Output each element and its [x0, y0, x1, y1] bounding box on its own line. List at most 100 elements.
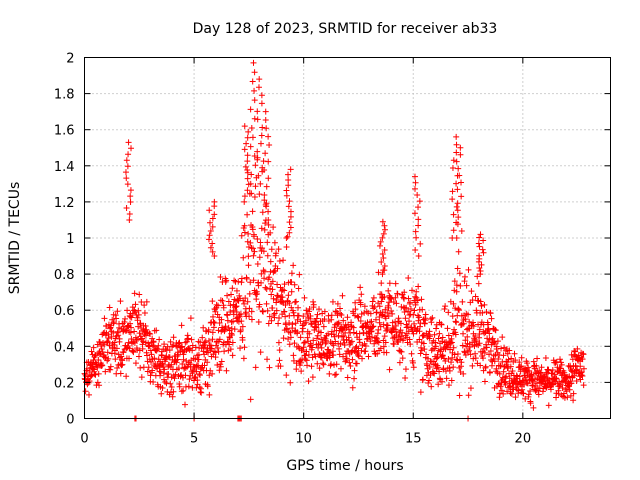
- data-point: [477, 362, 484, 369]
- data-point: [375, 269, 382, 276]
- data-point: [390, 299, 397, 306]
- data-point: [549, 367, 556, 374]
- data-point: [317, 329, 324, 336]
- data-point: [481, 349, 488, 356]
- data-point: [86, 391, 93, 398]
- data-point: [352, 299, 359, 306]
- y-tick-label: 1.2: [54, 196, 75, 211]
- data-point: [244, 187, 251, 194]
- data-point: [248, 171, 255, 178]
- data-point: [98, 346, 105, 353]
- data-point: [255, 84, 262, 91]
- data-point: [563, 388, 570, 395]
- data-point: [380, 230, 387, 237]
- data-point: [279, 286, 286, 293]
- data-point: [486, 368, 493, 375]
- data-point: [257, 239, 264, 246]
- data-point: [495, 356, 502, 363]
- data-point: [260, 267, 267, 274]
- data-point: [455, 214, 462, 221]
- data-point: [124, 307, 131, 314]
- data-point: [351, 312, 358, 319]
- data-point: [259, 308, 266, 315]
- data-point: [418, 347, 425, 354]
- data-point: [525, 391, 532, 398]
- data-point: [229, 285, 236, 292]
- data-point: [516, 359, 523, 366]
- data-point: [481, 330, 488, 337]
- data-point: [421, 320, 428, 327]
- axis-ticks: 00.20.40.60.811.21.41.61.820 5 10 15 20: [54, 52, 611, 447]
- data-point: [198, 345, 205, 352]
- data-point: [290, 262, 297, 269]
- data-point: [127, 187, 134, 194]
- data-point: [255, 319, 262, 326]
- data-point: [297, 359, 304, 366]
- data-point: [261, 191, 268, 198]
- data-point: [371, 304, 378, 311]
- data-point: [570, 397, 577, 404]
- data-point: [201, 362, 208, 369]
- data-point: [413, 234, 420, 241]
- data-point: [262, 284, 269, 291]
- data-point: [502, 374, 509, 381]
- data-point: [270, 295, 277, 302]
- data-point: [259, 209, 266, 216]
- data-point: [321, 316, 328, 323]
- data-point: [262, 116, 269, 123]
- data-point: [460, 370, 467, 377]
- data-point: [221, 348, 228, 355]
- data-point: [508, 355, 515, 362]
- data-point: [126, 216, 133, 223]
- data-point: [380, 343, 387, 350]
- data-point: [484, 335, 491, 342]
- data-point: [422, 311, 429, 318]
- data-point: [200, 348, 207, 355]
- data-point: [89, 360, 96, 367]
- data-point: [313, 315, 320, 322]
- data-point: [258, 92, 265, 99]
- data-point: [241, 123, 248, 130]
- data-point: [108, 333, 115, 340]
- data-point: [254, 108, 261, 115]
- data-point: [450, 211, 457, 218]
- data-point: [286, 229, 293, 236]
- data-point: [376, 242, 383, 249]
- data-point: [145, 364, 152, 371]
- data-point: [577, 376, 584, 383]
- data-point: [245, 128, 252, 135]
- data-point: [288, 279, 295, 286]
- data-point: [320, 361, 327, 368]
- data-point: [439, 378, 446, 385]
- data-point: [288, 288, 295, 295]
- data-point: [356, 339, 363, 346]
- data-point: [574, 366, 581, 373]
- data-point: [277, 363, 284, 370]
- data-point: [451, 278, 458, 285]
- data-point: [381, 246, 388, 253]
- data-point: [362, 348, 369, 355]
- data-point: [123, 205, 130, 212]
- data-point: [250, 59, 257, 66]
- data-point: [312, 353, 319, 360]
- data-point: [149, 367, 156, 374]
- data-point: [244, 158, 251, 165]
- data-point: [228, 330, 235, 337]
- data-point: [396, 359, 403, 366]
- data-point: [368, 318, 375, 325]
- data-point: [408, 350, 415, 357]
- data-point: [337, 365, 344, 372]
- data-point: [512, 357, 519, 364]
- data-point: [379, 218, 386, 225]
- data-point: [369, 324, 376, 331]
- data-point: [156, 336, 163, 343]
- data-point: [476, 252, 483, 259]
- data-point: [235, 278, 242, 285]
- data-point: [285, 171, 292, 178]
- data-point: [168, 361, 175, 368]
- data-point: [381, 222, 388, 229]
- data-point: [476, 326, 483, 333]
- data-point: [264, 252, 271, 259]
- data-point: [244, 175, 251, 182]
- data-point: [101, 315, 108, 322]
